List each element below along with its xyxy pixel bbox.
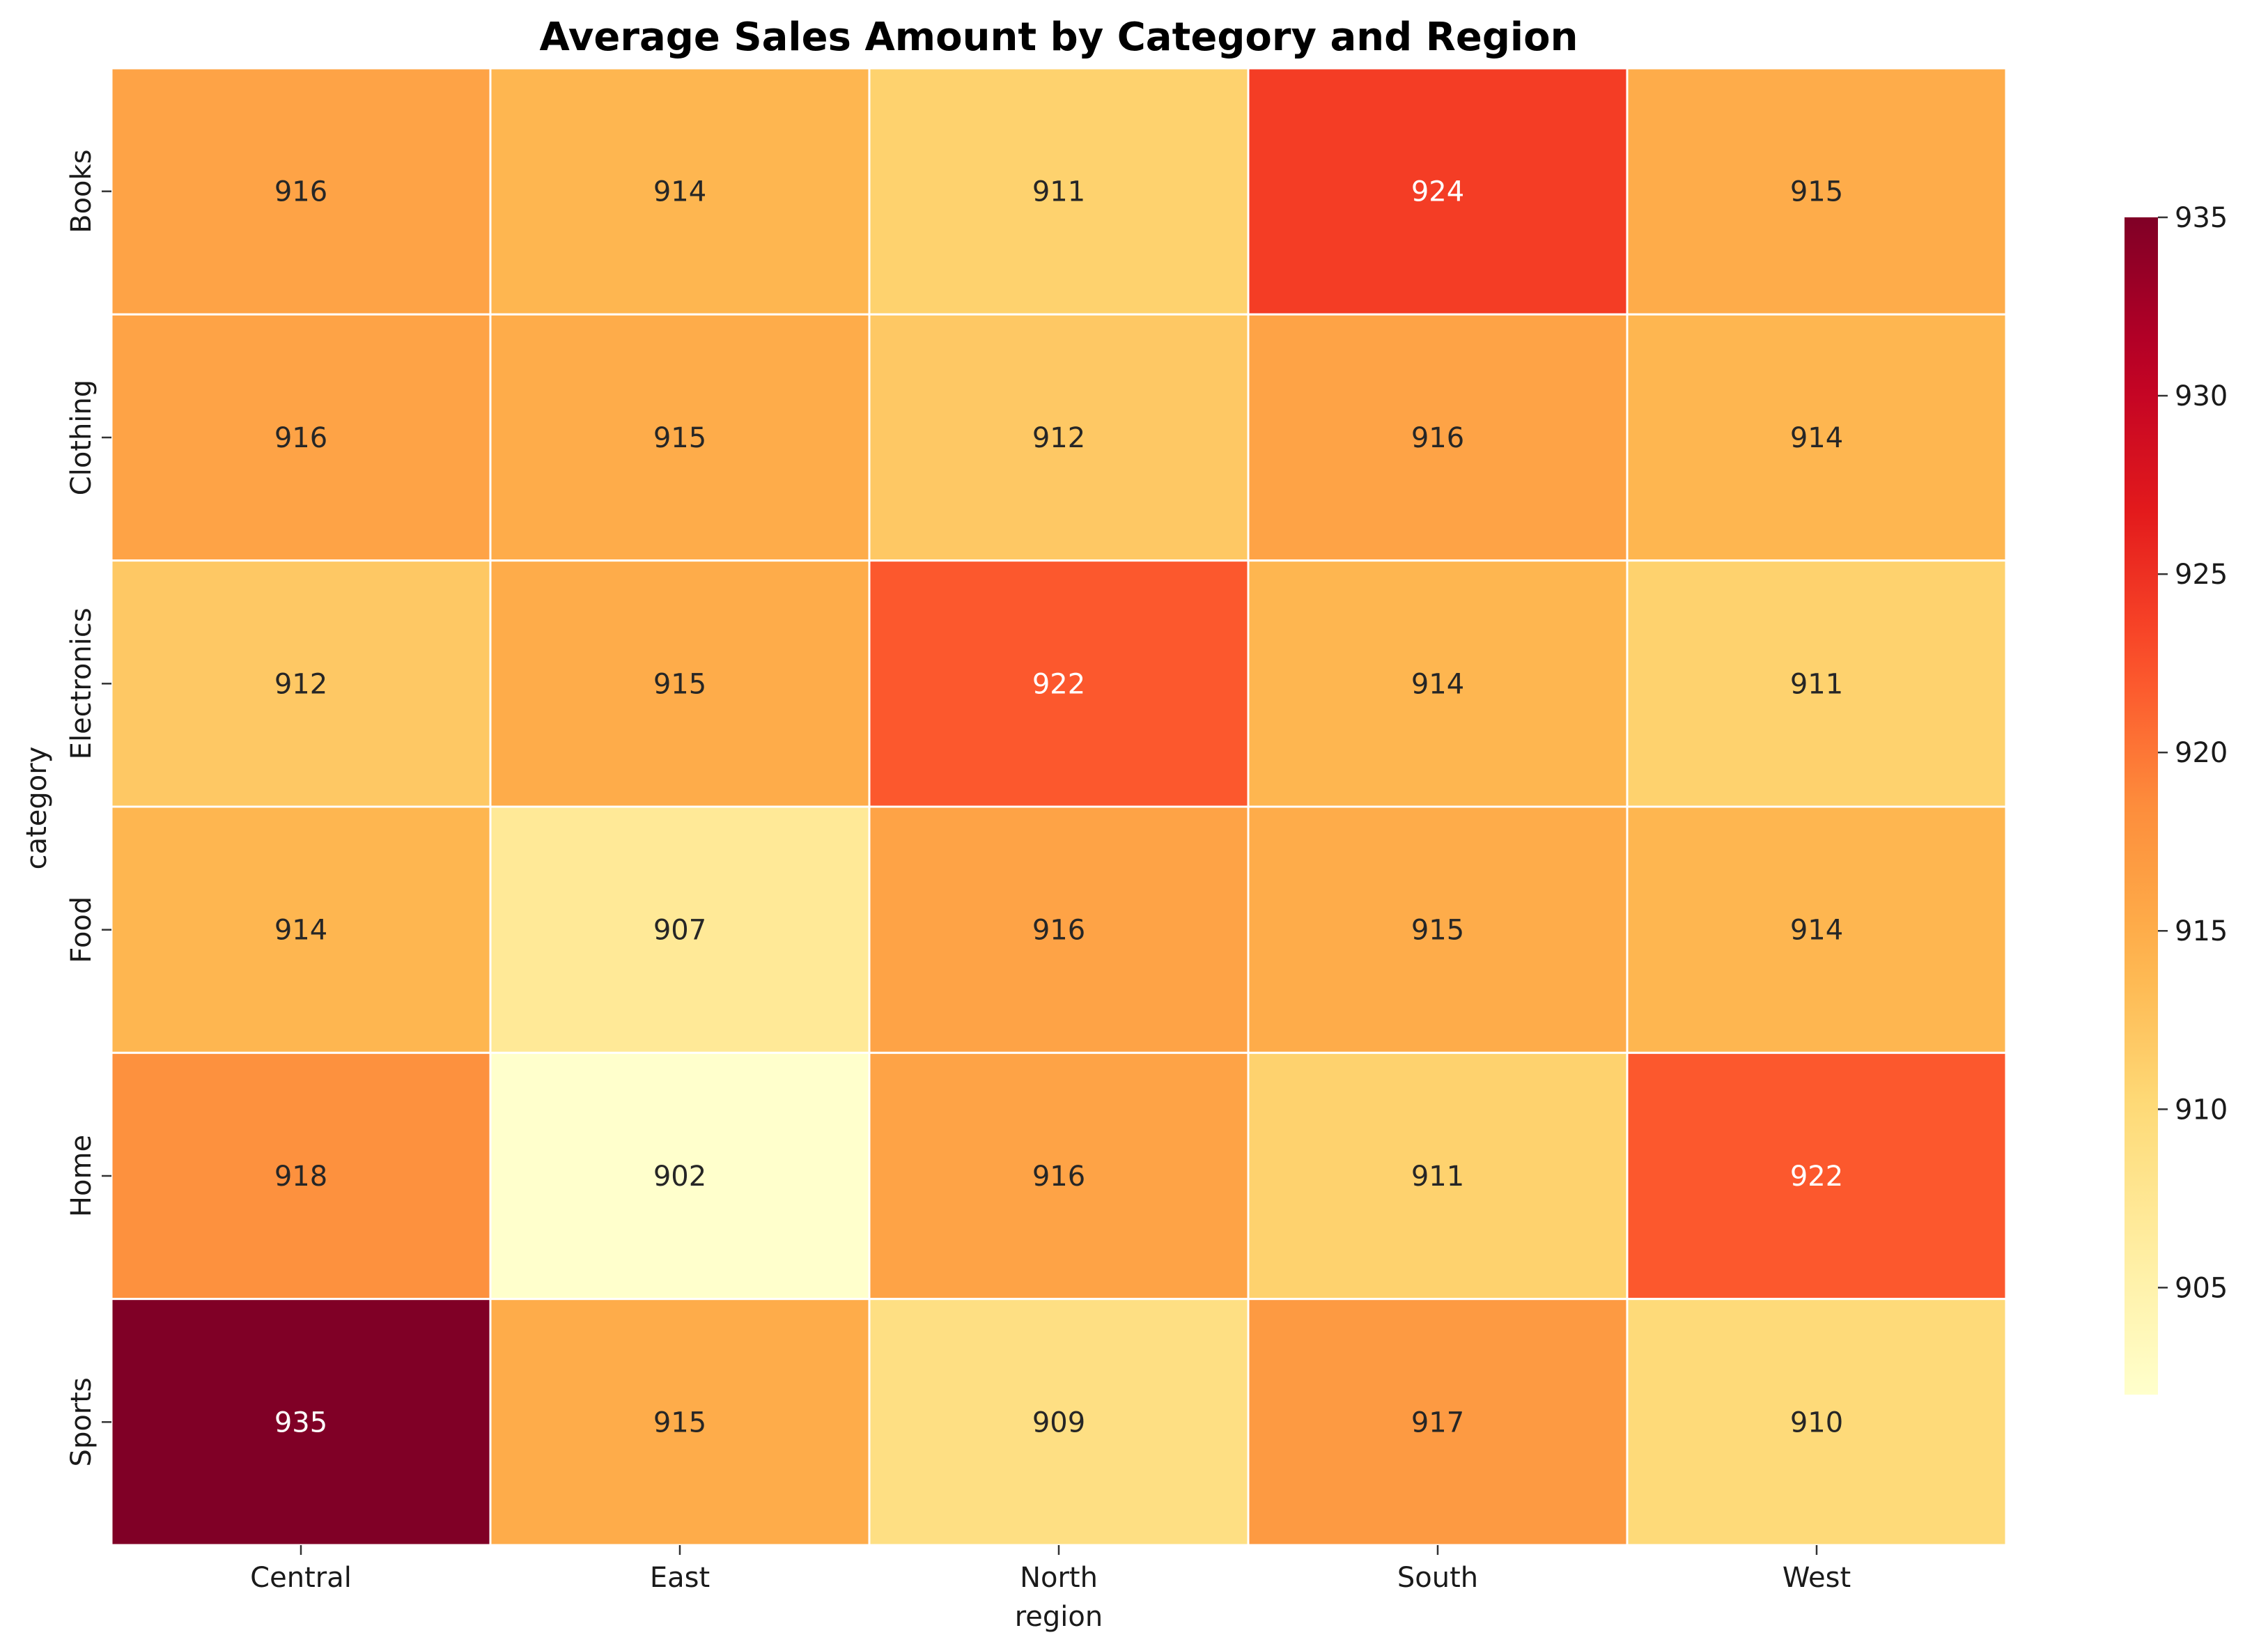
cell-value-label: 911 xyxy=(1411,1161,1464,1193)
heatmap-cell-clothing-central xyxy=(110,313,492,562)
heatmap-cell-home-west xyxy=(1626,1051,2007,1301)
heatmap-cell-food-west xyxy=(1626,805,2007,1054)
cell-value-label: 916 xyxy=(1032,1161,1085,1193)
colorbar-tick-label: 920 xyxy=(2175,737,2228,769)
heatmap-cell-home-central xyxy=(110,1051,492,1301)
cell-value-label: 912 xyxy=(274,668,327,700)
chart-title: Average Sales Amount by Category and Reg… xyxy=(540,15,1578,60)
cell-value-label: 914 xyxy=(1790,422,1843,454)
cell-value-label: 911 xyxy=(1032,176,1085,208)
colorbar: 905 910 915 920 925 930 935 xyxy=(2125,202,2228,1395)
cell-value-label: 916 xyxy=(274,176,327,208)
y-axis: Books Clothing Electronics Food Home Sports xyxy=(65,149,111,1466)
colorbar-tick-label: 910 xyxy=(2175,1094,2228,1126)
cell-value-label: 915 xyxy=(1790,176,1843,208)
cell-value-label: 911 xyxy=(1790,668,1843,700)
cell-value-label: 916 xyxy=(1411,422,1464,454)
heatmap-cell-sports-west xyxy=(1626,1298,2007,1547)
cell-value-label: 910 xyxy=(1790,1406,1843,1439)
y-tick-label: Food xyxy=(65,897,98,963)
y-axis-label: category xyxy=(21,747,53,870)
y-tick-label: Sports xyxy=(65,1377,98,1466)
cell-value-label: 915 xyxy=(653,1406,706,1439)
cell-value-label: 914 xyxy=(1411,668,1464,700)
cell-value-label: 912 xyxy=(1032,422,1085,454)
heatmap-cell-home-north xyxy=(868,1051,1250,1301)
colorbar-tick-label: 905 xyxy=(2175,1272,2228,1304)
cell-value-label: 902 xyxy=(653,1161,706,1193)
cell-value-label: 914 xyxy=(1790,915,1843,947)
cell-value-label: 915 xyxy=(1411,915,1464,947)
y-tick-label: Electronics xyxy=(65,607,98,759)
heatmap-cell-sports-east xyxy=(489,1298,871,1547)
x-axis-label: region xyxy=(1015,1601,1103,1633)
heatmap-cell-electronics-east xyxy=(489,559,871,808)
x-tick-label: South xyxy=(1397,1562,1478,1594)
heatmap-cell-clothing-north xyxy=(868,313,1250,562)
cell-value-label: 915 xyxy=(653,422,706,454)
x-tick-label: West xyxy=(1782,1562,1851,1594)
cell-value-label: 918 xyxy=(274,1161,327,1193)
cell-value-label: 907 xyxy=(653,915,706,947)
heatmap-cell-books-east xyxy=(489,67,871,316)
y-tick-label: Home xyxy=(65,1135,98,1217)
heatmap-cell-sports-north xyxy=(868,1298,1250,1547)
heatmap-cell-sports-south xyxy=(1247,1298,1629,1547)
colorbar-tick-label: 925 xyxy=(2175,559,2228,591)
heatmap-cell-home-east xyxy=(489,1051,871,1301)
cell-value-label: 915 xyxy=(653,668,706,700)
colorbar-tick-label: 930 xyxy=(2175,380,2228,412)
x-tick-label: Central xyxy=(250,1562,352,1594)
x-tick-label: East xyxy=(650,1562,710,1594)
heatmap-cell-food-south xyxy=(1247,805,1629,1054)
cell-value-label: 916 xyxy=(274,422,327,454)
colorbar-tick-label: 915 xyxy=(2175,915,2228,947)
heatmap-cell-clothing-west xyxy=(1626,313,2007,562)
cell-value-label: 914 xyxy=(274,915,327,947)
cell-value-label: 935 xyxy=(274,1406,327,1439)
heatmap-cell-food-north xyxy=(868,805,1250,1054)
heatmap-cell-books-west xyxy=(1626,67,2007,316)
cell-value-label: 916 xyxy=(1032,915,1085,947)
cell-value-label: 922 xyxy=(1790,1161,1843,1193)
cell-value-label: 909 xyxy=(1032,1406,1085,1439)
colorbar-tick-label: 935 xyxy=(2175,202,2228,234)
cell-value-label: 922 xyxy=(1032,668,1085,700)
y-tick-label: Books xyxy=(65,149,98,233)
heatmap-cell-books-central xyxy=(110,67,492,316)
heatmap-cell-food-east xyxy=(489,805,871,1054)
heatmap-cell-books-north xyxy=(868,67,1250,316)
x-tick-label: North xyxy=(1020,1562,1098,1594)
x-axis: Central East North South West xyxy=(250,1545,1851,1594)
heatmap-cell-electronics-west xyxy=(1626,559,2007,808)
colorbar-gradient xyxy=(2125,217,2158,1395)
heatmap-cell-books-south xyxy=(1247,67,1629,316)
y-tick-label: Clothing xyxy=(65,380,98,495)
cell-value-label: 924 xyxy=(1411,176,1464,208)
heatmap-cell-electronics-north xyxy=(868,559,1250,808)
heatmap-cell-electronics-south xyxy=(1247,559,1629,808)
cell-value-label: 917 xyxy=(1411,1406,1464,1439)
cell-value-label: 914 xyxy=(653,176,706,208)
heatmap-cells: 916 914 911 924 915 916 915 912 916 914 912 915 922 9… xyxy=(110,67,2007,1547)
